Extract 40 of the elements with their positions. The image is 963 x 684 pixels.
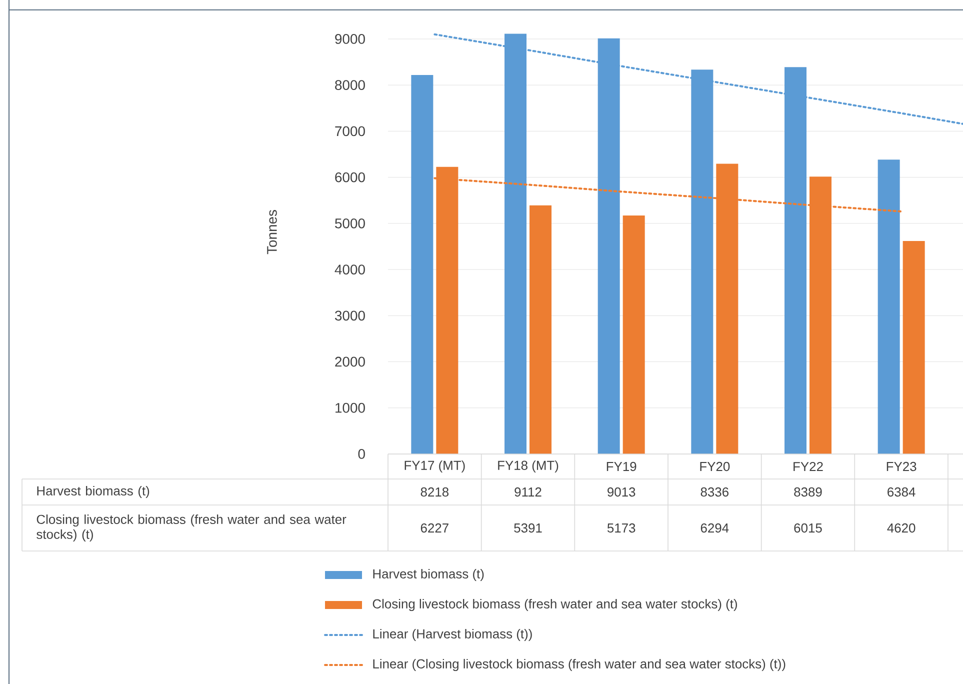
y-tick-label: 3000 [334,310,365,321]
data-label: 6384 [888,487,916,497]
y-tick-label: 0 [358,449,365,459]
y-tick-label: 5000 [335,218,365,228]
x-tick-label: FY18 (MT) [498,460,558,473]
data-label: 8389 [794,487,822,497]
legend-label: Closing livestock biomass (fresh water and sea water stocks) (t) [372,598,737,612]
y-tick-label: 9000 [335,34,365,44]
x-tick-label: FY19 [606,462,636,472]
legend-label: Harvest biomass (t) [373,568,484,582]
data-label: 6294 [700,523,729,533]
bar [878,160,900,454]
x-tick-label: FY22 [794,462,823,472]
data-label: 5391 [514,523,542,533]
y-tick-label: 7000 [335,126,365,136]
data-label: 8336 [700,487,728,497]
y-tick-label: 2000 [335,356,365,367]
bar [902,240,925,454]
data-label: 4620 [887,523,916,533]
text: Closing livestock biomass (fresh water and sea water stocks) (t) [36,514,346,542]
y-axis-title: Tonnes [267,210,277,254]
legend-label: Linear (Harvest biomass (t)) [373,628,532,642]
data-label: 5173 [607,523,636,533]
legend-label: Linear (Closing livestock biomass (fresh water and sea water stocks) (t)) [373,658,786,672]
data-label: 9013 [608,487,636,497]
y-tick-label: 6000 [335,172,365,182]
data-label: 9112 [514,487,542,497]
bar [622,215,645,454]
x-tick-label: FY23 [886,462,916,472]
y-tick-label: 4000 [334,264,365,274]
y-tick-label: 8000 [335,80,365,90]
data-label: 6015 [794,523,822,533]
text: Harvest biomass (t) [37,486,150,498]
y-tick-label: 1000 [336,402,365,413]
data-label: 8218 [420,487,449,497]
bar [530,205,552,454]
x-tick-label: FY20 [700,462,730,472]
bar [411,75,434,454]
data-label: 6227 [420,523,448,533]
x-tick-label: FY17 (MT) [404,460,465,473]
